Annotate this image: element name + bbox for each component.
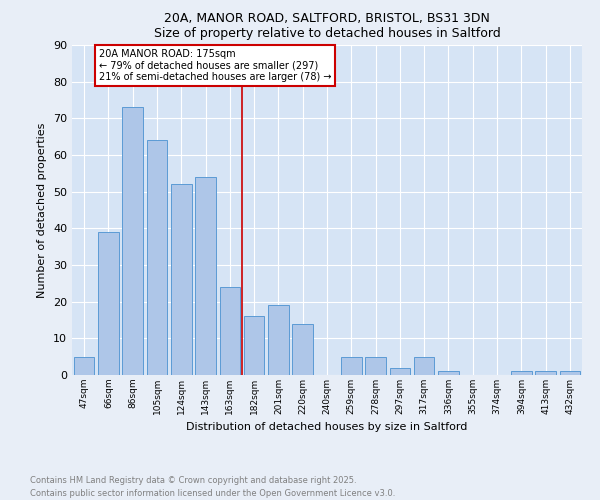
Text: 20A MANOR ROAD: 175sqm
← 79% of detached houses are smaller (297)
21% of semi-de: 20A MANOR ROAD: 175sqm ← 79% of detached…: [99, 48, 331, 82]
Bar: [146, 140, 167, 375]
Bar: [511, 372, 532, 375]
Bar: [389, 368, 410, 375]
Bar: [98, 232, 119, 375]
Bar: [244, 316, 265, 375]
Y-axis label: Number of detached properties: Number of detached properties: [37, 122, 47, 298]
Bar: [292, 324, 313, 375]
Bar: [171, 184, 191, 375]
Bar: [414, 356, 434, 375]
Bar: [74, 356, 94, 375]
Title: 20A, MANOR ROAD, SALTFORD, BRISTOL, BS31 3DN
Size of property relative to detach: 20A, MANOR ROAD, SALTFORD, BRISTOL, BS31…: [154, 12, 500, 40]
Bar: [195, 177, 216, 375]
Text: Contains HM Land Registry data © Crown copyright and database right 2025.
Contai: Contains HM Land Registry data © Crown c…: [30, 476, 395, 498]
Bar: [341, 356, 362, 375]
Bar: [220, 287, 240, 375]
Bar: [365, 356, 386, 375]
Bar: [560, 372, 580, 375]
Bar: [122, 108, 143, 375]
Bar: [268, 306, 289, 375]
X-axis label: Distribution of detached houses by size in Saltford: Distribution of detached houses by size …: [187, 422, 467, 432]
Bar: [438, 372, 459, 375]
Bar: [535, 372, 556, 375]
